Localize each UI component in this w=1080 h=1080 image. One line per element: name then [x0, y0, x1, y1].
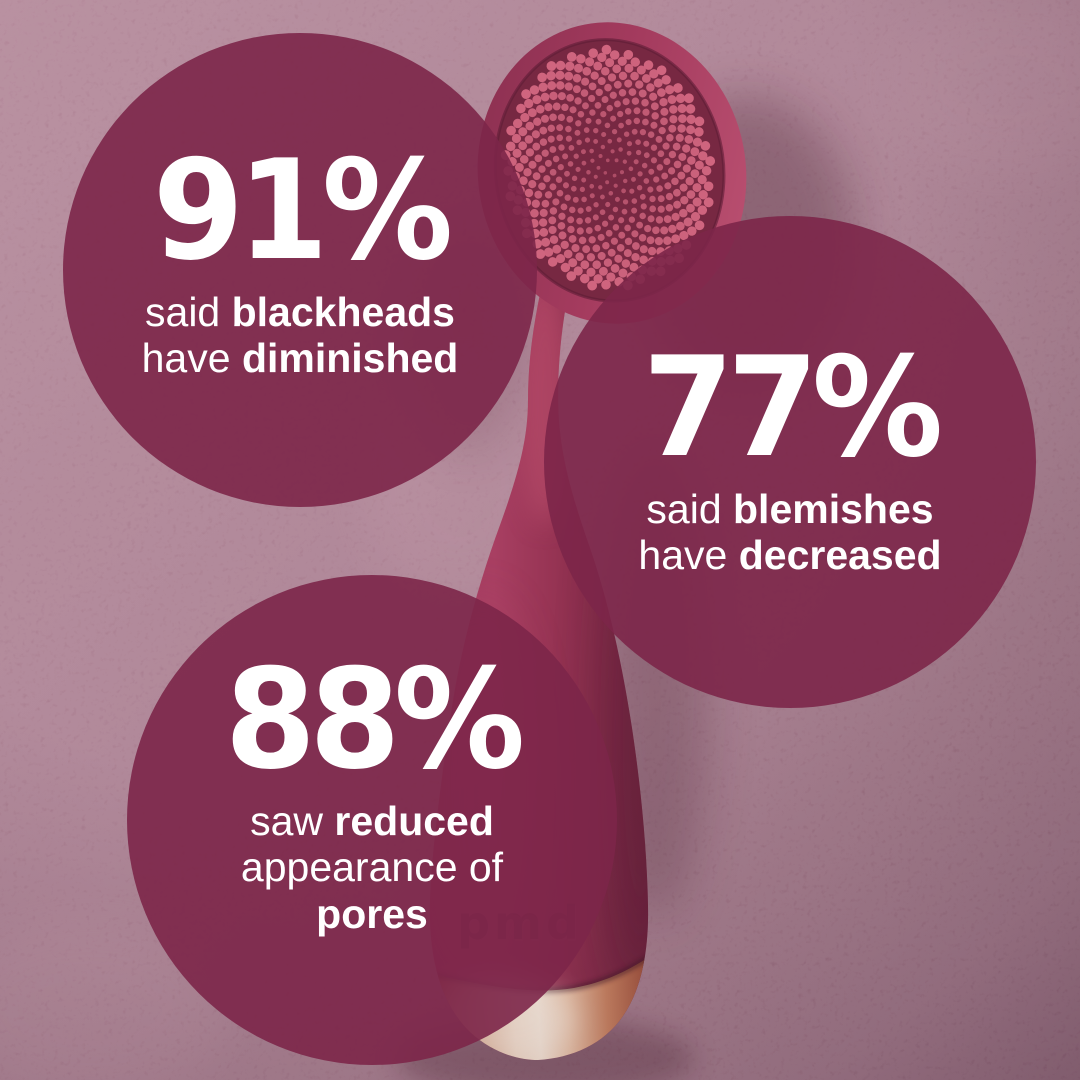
stat-description-line: saw reduced: [250, 797, 494, 844]
stat-description-line: pores: [316, 890, 428, 937]
stat-description: said blackheads have diminished: [142, 289, 459, 382]
stat-circle-blackheads: 91% said blackheads have diminished: [63, 33, 537, 507]
stat-circle-blemishes: 77% said blemishes have decreased: [544, 216, 1036, 708]
stat-description: said blemishes have decreased: [638, 486, 941, 579]
stat-description-line: said blackheads: [145, 289, 455, 336]
stat-description-line: have decreased: [638, 532, 942, 579]
stat-description-line: have diminished: [141, 335, 459, 382]
stat-description-line: appearance of: [240, 844, 504, 891]
stat-description-line: said blemishes: [646, 486, 934, 533]
stat-value: 88%: [225, 639, 526, 801]
stat-circle-pores: 88% saw reduced appearance of pores: [127, 575, 617, 1065]
stat-value: 77%: [643, 327, 944, 489]
stat-description: saw reduced appearance of pores: [241, 798, 503, 937]
stat-value: 91%: [153, 130, 454, 292]
